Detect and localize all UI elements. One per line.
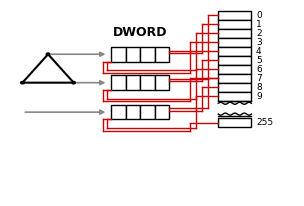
- Circle shape: [72, 81, 75, 84]
- Bar: [218, 83, 251, 92]
- Bar: [218, 11, 251, 20]
- Circle shape: [21, 81, 24, 84]
- Text: 0: 0: [256, 11, 262, 20]
- Bar: [140, 47, 155, 62]
- Text: 9: 9: [256, 92, 262, 101]
- Bar: [140, 105, 155, 119]
- Bar: [218, 74, 251, 83]
- Bar: [111, 105, 126, 119]
- Bar: [111, 75, 126, 90]
- Bar: [218, 118, 251, 128]
- Bar: [218, 56, 251, 65]
- Bar: [155, 105, 169, 119]
- Bar: [111, 47, 126, 62]
- Bar: [218, 20, 251, 29]
- Text: DWORD: DWORD: [113, 26, 168, 39]
- Bar: [155, 75, 169, 90]
- Bar: [140, 75, 155, 90]
- Bar: [218, 38, 251, 47]
- Bar: [155, 47, 169, 62]
- Bar: [218, 29, 251, 38]
- Bar: [218, 92, 251, 101]
- Text: 2: 2: [256, 29, 261, 38]
- Text: 8: 8: [256, 83, 262, 92]
- Bar: [218, 47, 251, 56]
- Text: 5: 5: [256, 56, 262, 65]
- Text: 7: 7: [256, 74, 262, 83]
- Text: 4: 4: [256, 47, 261, 56]
- Text: 6: 6: [256, 65, 262, 74]
- Bar: [218, 65, 251, 74]
- Bar: [126, 47, 140, 62]
- Bar: [126, 105, 140, 119]
- Circle shape: [46, 53, 50, 55]
- Text: 1: 1: [256, 20, 262, 29]
- Text: 255: 255: [256, 118, 273, 128]
- Text: 3: 3: [256, 38, 262, 47]
- Bar: [126, 75, 140, 90]
